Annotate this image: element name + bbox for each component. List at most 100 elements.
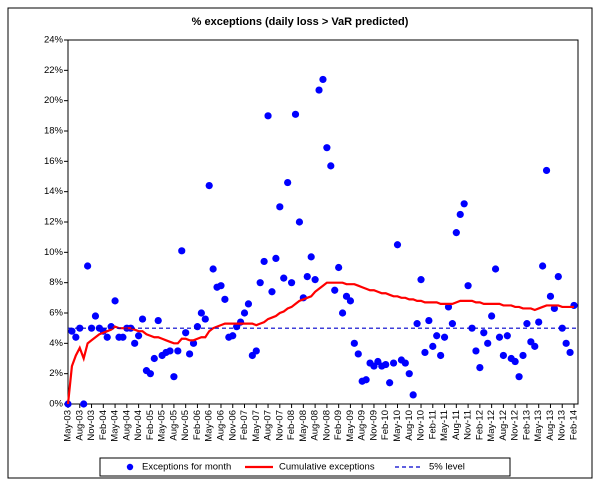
data-point (291, 110, 300, 118)
data-point (566, 348, 574, 357)
data-point (338, 309, 347, 317)
x-tick-label: Aug-11 (451, 410, 462, 440)
data-point (405, 370, 413, 378)
x-tick-label: May-03 (63, 410, 74, 442)
data-point (119, 333, 127, 341)
x-tick-label: Aug-12 (498, 410, 509, 441)
data-point (276, 203, 284, 211)
data-point (76, 324, 84, 332)
data-point (488, 312, 496, 320)
x-tick-label: Aug-04 (121, 410, 132, 441)
data-point (558, 324, 566, 332)
data-point (448, 320, 457, 328)
data-point (546, 292, 555, 300)
data-point (256, 279, 264, 287)
x-tick-label: May-06 (204, 410, 215, 442)
legend-label: Exceptions for month (142, 462, 231, 473)
x-tick-label: May-04 (110, 410, 121, 442)
y-tick-label: 24% (44, 35, 64, 46)
x-tick-label: Nov-06 (227, 410, 238, 441)
data-point (182, 329, 190, 337)
x-tick-label: May-09 (345, 410, 356, 442)
data-point (103, 333, 111, 341)
legend-box (99, 457, 511, 477)
legend-label: Cumulative exceptions (279, 462, 375, 473)
x-tick-label: Feb-05 (145, 410, 156, 440)
data-point (229, 332, 237, 340)
data-point (311, 276, 319, 284)
y-tick-label: 8% (49, 277, 63, 288)
data-point (389, 359, 398, 367)
x-tick-label: Nov-11 (463, 410, 474, 440)
x-tick-label: Nov-08 (321, 410, 332, 441)
data-point (323, 144, 331, 152)
x-tick-label: May-08 (298, 410, 309, 442)
y-tick-label: 6% (49, 308, 63, 319)
data-point (401, 359, 409, 367)
data-point (166, 347, 174, 355)
data-point (201, 315, 209, 323)
data-point (178, 247, 186, 255)
x-tick-label: Aug-03 (74, 410, 85, 441)
data-point (437, 351, 445, 360)
y-tick-label: 18% (44, 126, 64, 137)
legend-label: 5% level (429, 462, 465, 473)
x-tick-label: Aug-05 (168, 410, 179, 441)
data-point (472, 347, 480, 355)
data-point (452, 229, 460, 237)
x-tick-label: May-05 (157, 410, 168, 442)
data-point (280, 274, 288, 282)
data-point (303, 273, 311, 281)
x-tick-label: Aug-10 (404, 410, 415, 441)
data-point (197, 309, 205, 317)
x-tick-label: May-13 (533, 410, 544, 442)
x-tick-label: Aug-06 (215, 410, 226, 441)
data-point (382, 360, 390, 369)
data-point (386, 379, 394, 387)
x-tick-label: May-12 (486, 410, 497, 442)
data-point (499, 351, 507, 360)
data-point (503, 332, 511, 340)
data-point (174, 347, 182, 355)
data-point (511, 357, 519, 366)
x-tick-label: May-10 (392, 410, 403, 442)
data-point (189, 339, 198, 347)
data-point (68, 327, 76, 335)
data-point (146, 370, 154, 378)
x-tick-label: Nov-07 (274, 410, 285, 441)
data-point (562, 339, 570, 347)
data-point (468, 324, 476, 332)
data-point (393, 241, 402, 249)
legend-swatch (126, 463, 134, 471)
data-point (539, 262, 547, 270)
data-point (362, 376, 370, 384)
x-tick-label: Nov-12 (510, 410, 521, 441)
data-point (491, 265, 500, 273)
y-tick-label: 16% (44, 156, 64, 167)
data-point (268, 288, 276, 296)
data-point (409, 391, 417, 399)
data-point (284, 178, 292, 187)
data-point (72, 333, 80, 341)
data-point (354, 350, 362, 358)
x-tick-label: Nov-10 (416, 410, 427, 441)
data-point (515, 373, 523, 381)
data-point (484, 339, 492, 347)
data-point (221, 295, 229, 303)
x-tick-label: Nov-13 (557, 410, 568, 441)
y-tick-label: 14% (44, 186, 64, 197)
data-point (425, 316, 433, 325)
data-point (350, 339, 358, 347)
data-point (185, 350, 194, 358)
x-tick-label: Aug-09 (357, 410, 368, 441)
data-point (535, 318, 543, 326)
data-point (429, 342, 437, 350)
data-point (91, 312, 100, 320)
x-tick-label: Feb-07 (239, 410, 250, 440)
data-point (131, 339, 139, 347)
data-point (542, 166, 551, 175)
data-point (138, 315, 147, 323)
data-point (240, 309, 249, 317)
data-point (421, 348, 429, 357)
